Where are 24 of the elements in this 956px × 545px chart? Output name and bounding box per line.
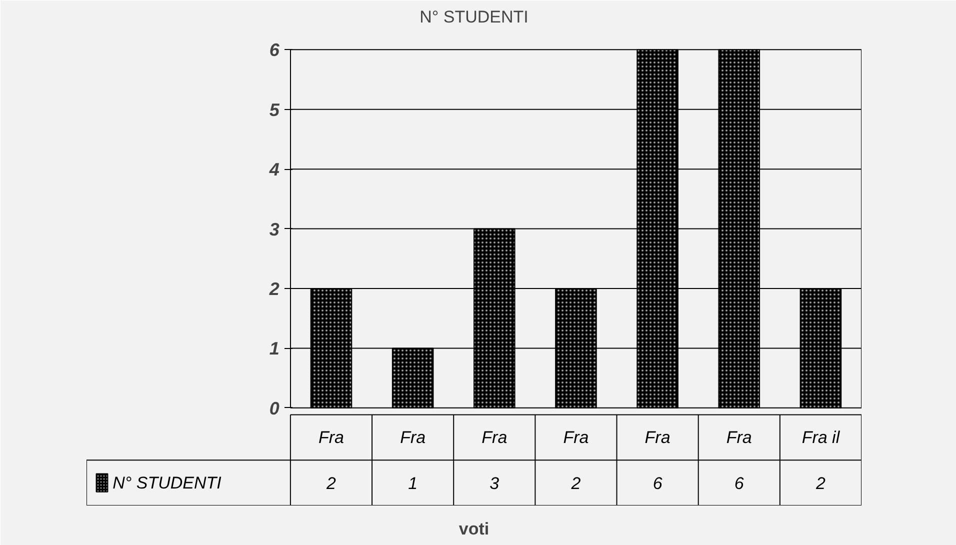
y-tick-label: 6 xyxy=(269,40,280,60)
data-label: 2 xyxy=(814,474,826,493)
y-tick-label: 1 xyxy=(269,338,280,359)
data-label: 1 xyxy=(408,474,418,493)
data-label: 6 xyxy=(652,474,663,493)
y-tick-label: 5 xyxy=(269,100,280,120)
x-tick-label: Fra xyxy=(400,428,426,447)
data-label: 3 xyxy=(490,474,500,493)
x-tick-label: Fra xyxy=(644,428,670,447)
x-tick-label: Fra xyxy=(563,428,589,447)
data-label: 2 xyxy=(326,474,337,493)
y-tick-label: 2 xyxy=(268,279,280,300)
x-tick-label: Fra xyxy=(318,428,344,447)
data-label: 6 xyxy=(734,474,744,493)
y-tick-label: 4 xyxy=(268,160,280,180)
x-tick-label: Fra il xyxy=(802,428,841,447)
y-tick-label: 3 xyxy=(269,219,280,240)
y-tick-label: 0 xyxy=(269,398,280,418)
x-tick-label: Fra xyxy=(482,428,508,447)
data-label: 2 xyxy=(570,474,582,493)
x-tick-label: Fra xyxy=(726,428,752,447)
x-axis-title: voti xyxy=(458,520,490,538)
legend-label: N° STUDENTI xyxy=(112,473,222,492)
chart-title: N° STUDENTI xyxy=(420,8,528,26)
